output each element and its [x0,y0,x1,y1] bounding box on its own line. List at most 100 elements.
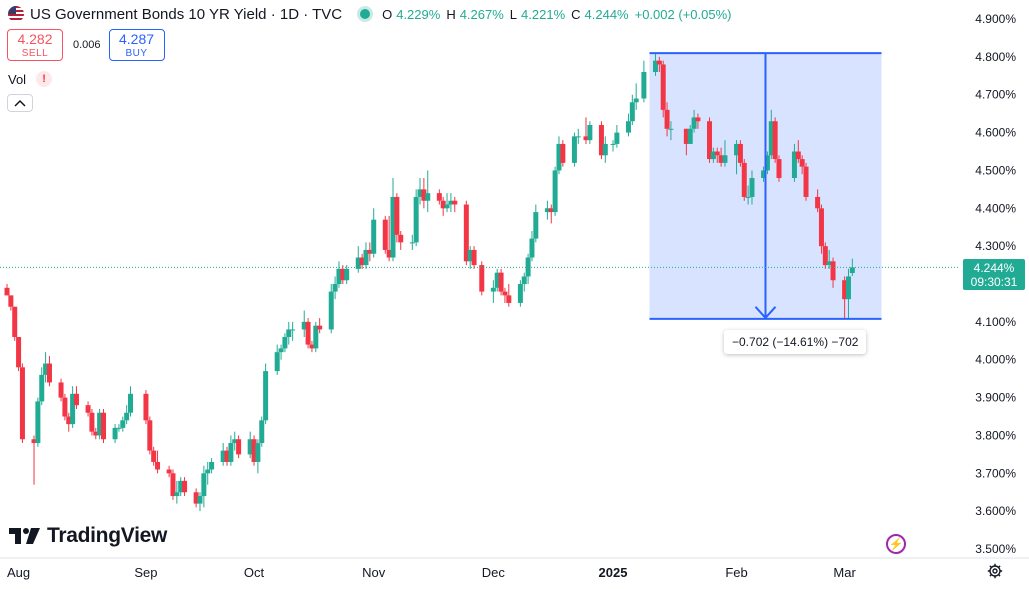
candle-up[interactable] [201,465,207,508]
candle-up[interactable] [371,208,377,258]
candle-down[interactable] [718,147,724,167]
collapse-legend-button[interactable] [7,94,33,112]
candle-down[interactable] [386,215,392,262]
candle-up[interactable] [444,193,450,213]
candle-up[interactable] [278,344,284,360]
candle-down[interactable] [830,257,836,288]
candle-up[interactable] [39,367,45,406]
candle-down[interactable] [583,117,589,144]
candle-down[interactable] [73,386,79,409]
candle-down[interactable] [236,435,242,459]
candle-up[interactable] [178,477,184,497]
candle-up[interactable] [521,272,527,292]
candle-up[interactable] [282,333,288,353]
candle-up[interactable] [409,234,415,250]
candle-up[interactable] [332,276,338,300]
sell-button[interactable]: 4.282 SELL [7,29,63,61]
candle-down[interactable] [58,378,64,402]
candle-down[interactable] [664,102,670,137]
candle-down[interactable] [776,155,782,182]
candle-down[interactable] [795,140,801,163]
candle-up[interactable] [286,321,292,345]
candle-up[interactable] [764,151,770,175]
candle-up[interactable] [587,121,593,144]
candle-down[interactable] [89,408,95,436]
candle-up[interactable] [259,416,265,447]
warning-icon[interactable]: ! [36,71,53,87]
candle-up[interactable] [220,443,226,466]
candle-up[interactable] [610,140,616,152]
candle-up[interactable] [490,280,496,303]
candle-down[interactable] [62,393,68,421]
candle-down[interactable] [741,159,747,201]
candle-down[interactable] [506,284,512,307]
candle-up[interactable] [112,424,118,444]
candle-down[interactable] [818,204,824,254]
candle-up[interactable] [761,166,767,182]
candle-down[interactable] [683,128,689,156]
candle-down[interactable] [502,287,508,303]
gear-icon[interactable] [987,563,1003,579]
candle-down[interactable] [4,284,10,296]
candle-down[interactable] [224,446,230,466]
candle-down[interactable] [822,242,828,269]
candle-up[interactable] [35,397,41,447]
candle-down[interactable] [803,162,809,201]
candle-up[interactable] [552,166,558,216]
candle-down[interactable] [101,408,106,444]
candle-down[interactable] [143,390,149,425]
candle-up[interactable] [413,189,419,247]
candle-down[interactable] [151,446,157,466]
candle-down[interactable] [382,215,388,254]
candle-up[interactable] [722,140,728,167]
candle-down[interactable] [170,469,176,500]
candle-up[interactable] [517,280,523,307]
candle-up[interactable] [209,458,215,474]
candle-down[interactable] [772,117,778,163]
candle-up[interactable] [336,261,342,288]
symbol-title[interactable]: US Government Bonds 10 YR Yield · 1D · T… [30,5,343,23]
candle-down[interactable] [305,318,311,349]
candle-up[interactable] [641,60,647,103]
candle-up[interactable] [845,268,851,319]
candle-down[interactable] [598,121,604,160]
candle-down[interactable] [421,178,427,209]
candle-down[interactable] [251,435,257,466]
candle-down[interactable] [714,147,720,163]
candle-up[interactable] [448,193,454,213]
candle-up[interactable] [494,268,500,292]
candle-down[interactable] [16,337,22,372]
candle-down[interactable] [394,193,400,243]
candle-up[interactable] [668,121,674,141]
candle-up[interactable] [745,185,751,205]
candle-up[interactable] [263,363,269,425]
candle-up[interactable] [390,178,396,262]
candle-up[interactable] [116,424,122,432]
candle-down[interactable] [147,416,153,455]
candle-down[interactable] [471,246,477,269]
candle-up[interactable] [625,113,631,137]
candle-down[interactable] [452,196,458,213]
candle-up[interactable] [197,492,203,512]
candle-down[interactable] [707,117,713,163]
candle-down[interactable] [498,268,504,296]
candle-up[interactable] [43,352,49,383]
candle-down[interactable] [799,155,805,175]
candle-down[interactable] [463,200,469,266]
candle-up[interactable] [734,140,740,175]
candle-down[interactable] [155,450,161,474]
candle-down[interactable] [182,477,188,497]
candle-up[interactable] [556,136,562,175]
candle-up[interactable] [274,344,280,375]
candle-down[interactable] [19,363,25,444]
candle-up[interactable] [363,242,369,269]
candle-down[interactable] [66,412,72,432]
candle-up[interactable] [355,246,361,273]
candle-down[interactable] [359,253,365,269]
candle-up[interactable] [629,94,635,126]
candle-down[interactable] [548,204,554,224]
candle-down[interactable] [560,140,566,167]
candle-up[interactable] [124,405,130,425]
candle-up[interactable] [691,109,697,133]
